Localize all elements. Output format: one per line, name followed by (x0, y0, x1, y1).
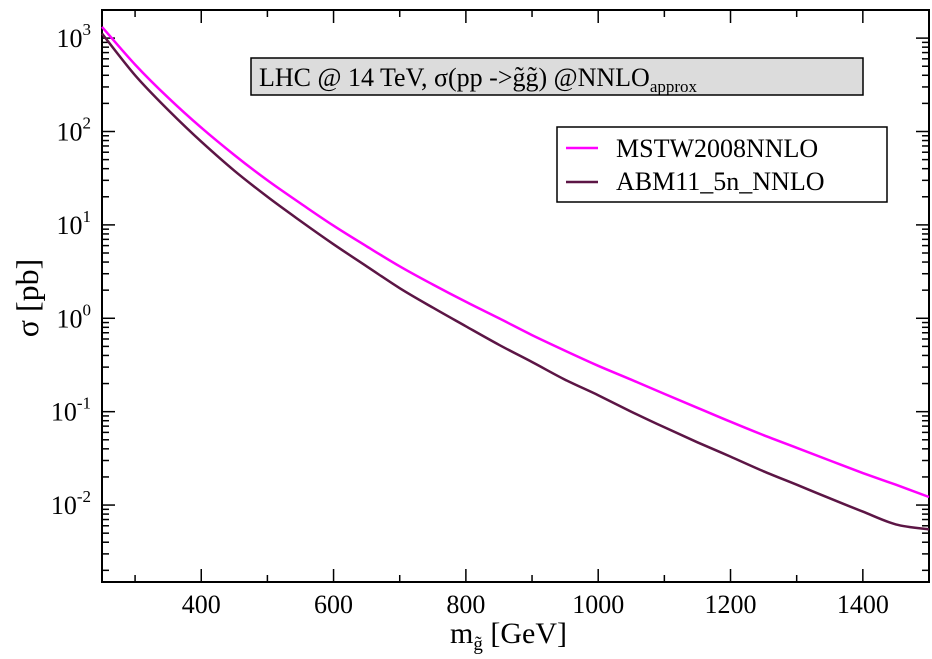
y-tick-label: 101 (57, 207, 92, 240)
y-tick-label: 10-2 (51, 487, 91, 520)
x-tick-label: 1000 (572, 590, 624, 619)
legend-label-abm: ABM11_5n_NNLO (616, 167, 824, 196)
legend-box (556, 126, 888, 203)
y-tick-label: 102 (57, 114, 92, 147)
y-axis-ticks: 103 102 101 100 10-1 10-2 (51, 9, 929, 572)
x-tick-label: 1400 (837, 590, 889, 619)
y-tick-label: 100 (57, 300, 92, 333)
plot-frame (101, 9, 930, 583)
x-axis-title: mg̃ [GeV] (450, 617, 567, 655)
x-tick-label: 1200 (705, 590, 757, 619)
legend-label-mstw: MSTW2008NNLO (616, 134, 818, 163)
y-tick-label: 103 (57, 20, 92, 53)
series-lines (101, 26, 930, 531)
x-axis-ticks: 400 600 800 1000 1200 1400 (134, 10, 930, 619)
annotation-box (250, 57, 864, 96)
y-tick-label: 10-1 (51, 394, 91, 427)
x-tick-label: 800 (446, 590, 485, 619)
y-axis-title: σ [pb] (9, 259, 45, 338)
x-tick-label: 600 (314, 590, 353, 619)
x-axis-title-subscript: g̃ (473, 634, 483, 655)
x-tick-label: 400 (182, 590, 221, 619)
annotation-subscript: approx (650, 77, 698, 96)
annotation-text: LHC @ 14 TeV, σ(pp ->g̃g̃) @NNLOapprox (259, 63, 698, 96)
series-line-abm11-5n-nnlo (101, 32, 930, 531)
series-line-mstw2008nnlo (101, 26, 930, 499)
